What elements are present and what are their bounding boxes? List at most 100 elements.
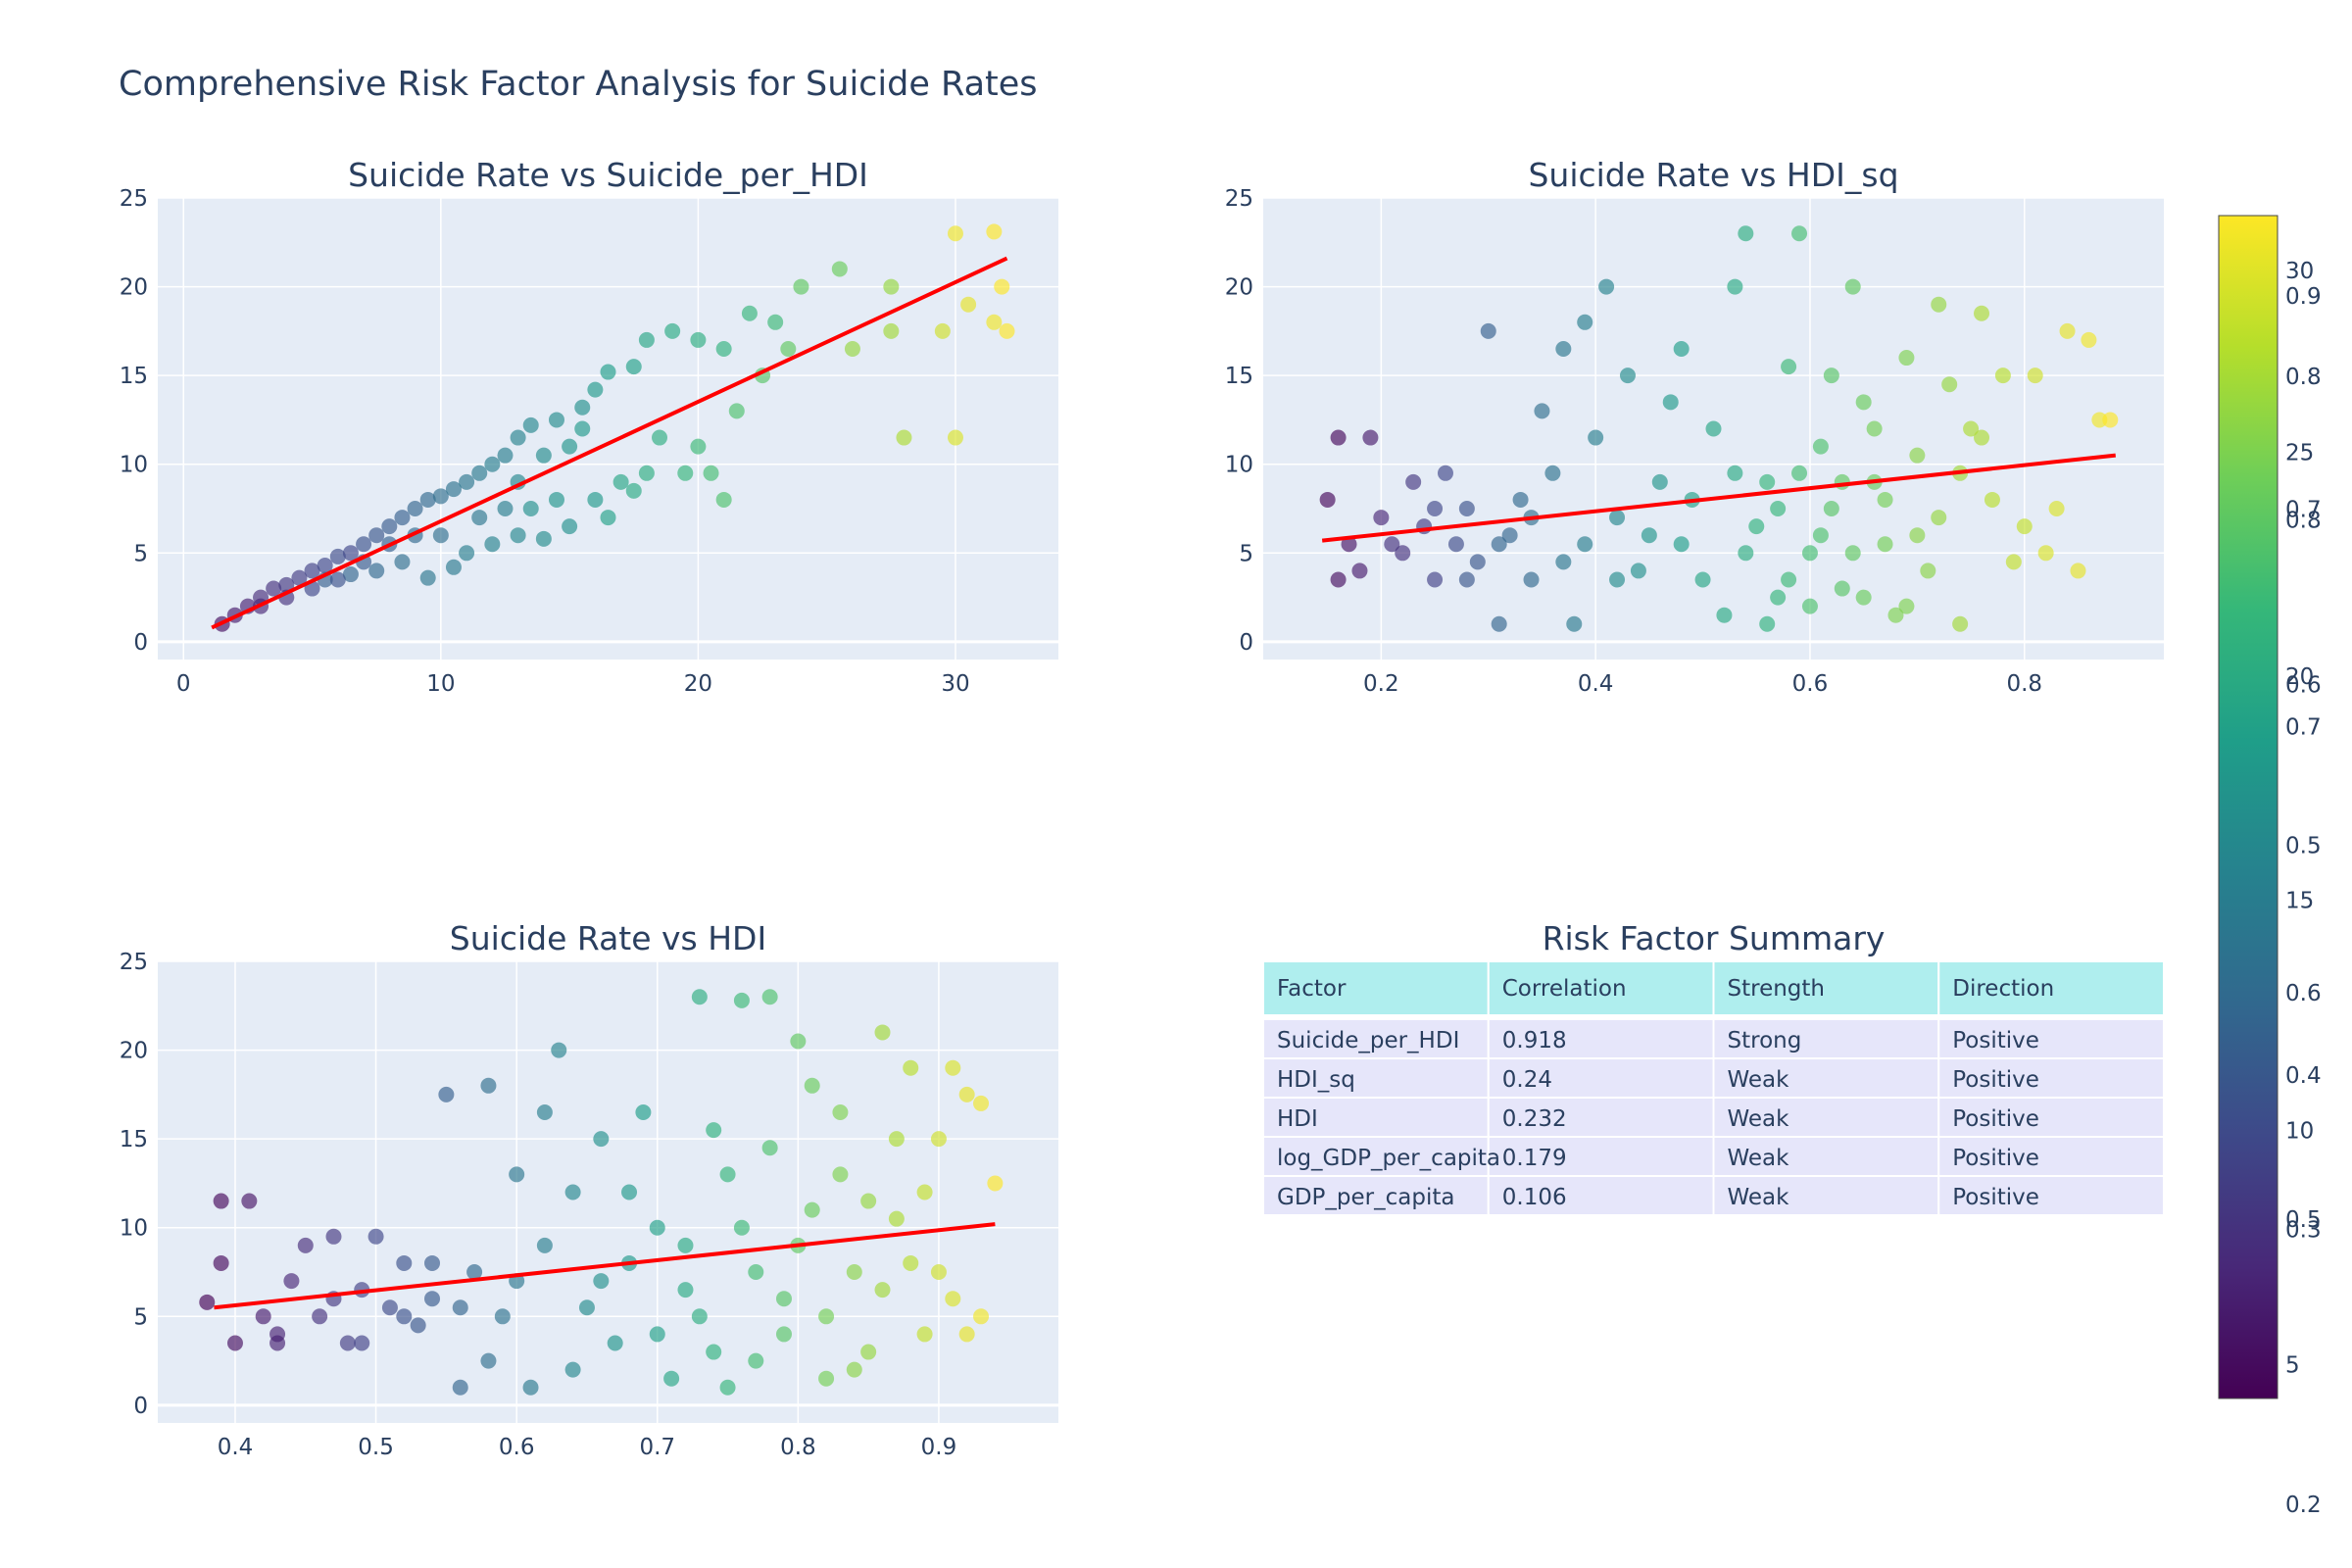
data-point (638, 331, 655, 348)
data-point (719, 1379, 736, 1396)
data-point (548, 412, 564, 428)
y-tick-label: 20 (120, 275, 148, 301)
data-point (1694, 571, 1711, 588)
data-point (562, 518, 578, 535)
data-point (278, 576, 295, 593)
data-point (663, 1370, 680, 1387)
colorbar-tick-label: 0.4 (2285, 1063, 2322, 1089)
data-point (536, 1237, 553, 1253)
colorbar-tick-label: 0.2 (2285, 1493, 2322, 1518)
data-point (1909, 527, 1926, 544)
x-tick-label: 10 (426, 671, 455, 697)
table-cell (1937, 1136, 2165, 1177)
table-header-cell (1712, 960, 1940, 1016)
subplot-title-hdi: Suicide Rate vs HDI (450, 919, 766, 957)
data-point (999, 322, 1015, 339)
data-point (297, 1237, 314, 1253)
colorbar-tick-label: 0.8 (2285, 508, 2322, 533)
data-point (896, 429, 912, 446)
data-point (1330, 429, 1347, 446)
data-point (1566, 615, 1583, 632)
data-point (1823, 501, 1839, 517)
data-point (844, 340, 860, 357)
x-tick-label: 20 (684, 671, 712, 697)
data-point (270, 1326, 286, 1343)
data-point (551, 1042, 567, 1058)
data-point (1898, 598, 1915, 614)
table-cell-value: GDP_per_capita (1277, 1185, 1454, 1210)
data-point (1362, 429, 1379, 446)
data-point (510, 527, 526, 544)
table-cell-value: Positive (1952, 1146, 2039, 1171)
data-point (593, 1273, 610, 1290)
colorbar-tick-label: 0.6 (2285, 981, 2322, 1006)
data-point (780, 340, 797, 357)
data-point (1427, 501, 1444, 517)
data-point (832, 1103, 849, 1120)
data-point (1534, 403, 1550, 419)
data-point (888, 1210, 905, 1227)
data-point (424, 1254, 441, 1271)
data-point (1469, 554, 1486, 570)
data-point (846, 1361, 862, 1378)
data-point (916, 1184, 933, 1200)
data-point (649, 1219, 665, 1236)
colorbar-tick-label: 30 (2285, 259, 2314, 284)
table-cell-value: Strong (1728, 1028, 1802, 1054)
y-tick-label: 10 (1225, 453, 1253, 478)
data-point (1801, 545, 1818, 562)
data-point (494, 1308, 511, 1325)
data-point (775, 1326, 792, 1343)
x-tick-label: 0.4 (1578, 671, 1614, 697)
colorbar: 300.90.8250.70.8200.60.70.5150.60.4100.5… (2218, 215, 2322, 1518)
data-point (1984, 491, 2000, 508)
data-point (1974, 429, 1990, 446)
data-point (1727, 465, 1743, 481)
data-point (860, 1344, 877, 1360)
data-point (419, 569, 436, 586)
data-point (1952, 615, 1969, 632)
data-point (1384, 536, 1400, 553)
data-point (1748, 518, 1765, 535)
data-point (480, 1352, 497, 1369)
data-point (1609, 571, 1626, 588)
data-point (706, 1344, 722, 1360)
data-point (1609, 510, 1626, 526)
data-point (1738, 225, 1754, 242)
data-point (291, 569, 308, 586)
data-point (342, 566, 359, 583)
data-point (329, 571, 346, 588)
data-point (226, 1335, 243, 1351)
data-point (497, 447, 514, 464)
data-point (452, 1379, 468, 1396)
data-point (1373, 510, 1390, 526)
data-point (733, 992, 750, 1008)
data-point (1491, 536, 1507, 553)
data-point (930, 1264, 947, 1281)
data-point (664, 322, 681, 339)
data-point (706, 1122, 722, 1139)
data-point (621, 1184, 638, 1200)
data-point (1866, 420, 1883, 437)
x-tick-label: 0.7 (639, 1435, 675, 1460)
data-point (562, 438, 578, 455)
table-cell (1712, 1018, 1940, 1059)
colorbar-tick-label: 0.9 (2285, 284, 2322, 310)
table-cell-value: 0.179 (1502, 1146, 1567, 1171)
y-tick-label: 15 (120, 1127, 148, 1152)
data-point (445, 559, 462, 575)
data-point (1651, 473, 1668, 490)
data-point (410, 1317, 426, 1334)
data-point (1823, 368, 1839, 384)
data-point (1834, 473, 1850, 490)
data-point (600, 510, 616, 526)
data-point (638, 465, 655, 481)
y-tick-label: 15 (120, 364, 148, 389)
y-tick-label: 0 (133, 1394, 148, 1419)
table-cell-value: log_GDP_per_capita (1277, 1146, 1500, 1171)
data-point (396, 1308, 413, 1325)
data-point (916, 1326, 933, 1343)
data-point (1963, 420, 1980, 437)
data-point (1395, 545, 1411, 562)
data-point (1491, 615, 1507, 632)
